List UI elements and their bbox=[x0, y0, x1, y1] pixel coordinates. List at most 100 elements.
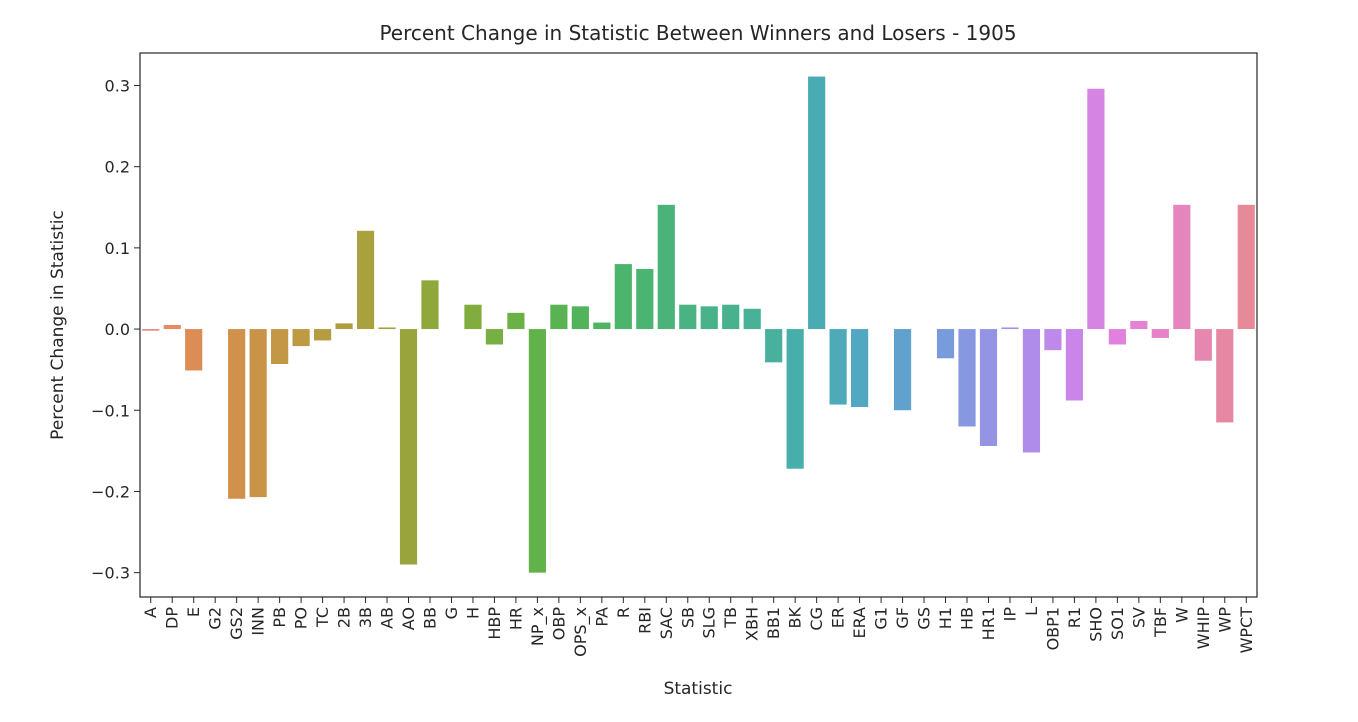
bar-era bbox=[851, 329, 869, 408]
bar-hr bbox=[507, 312, 525, 330]
x-tick-label: TC bbox=[313, 607, 332, 628]
x-tick-label: AO bbox=[399, 607, 418, 630]
bar-np_x bbox=[528, 329, 546, 573]
y-tick-label: 0.0 bbox=[105, 320, 130, 339]
x-tick-label: PO bbox=[292, 607, 311, 629]
x-tick-label: PB bbox=[270, 607, 289, 628]
bar-so1 bbox=[1108, 329, 1126, 345]
x-tick-label: INN bbox=[249, 607, 268, 636]
bar-2b bbox=[335, 323, 353, 330]
y-tick-label: −0.1 bbox=[91, 401, 130, 420]
x-tick-label: ER bbox=[829, 607, 848, 628]
x-tick-label: BB1 bbox=[764, 607, 783, 639]
x-tick-label: H1 bbox=[936, 607, 955, 629]
x-tick-label: OBP1 bbox=[1043, 607, 1062, 650]
bar-hr1 bbox=[979, 329, 998, 446]
y-tick-label: −0.3 bbox=[91, 564, 130, 583]
y-tick-label: 0.2 bbox=[105, 158, 130, 177]
x-tick-label: CG bbox=[807, 607, 826, 631]
x-tick-label: OPS_x bbox=[571, 607, 591, 657]
bar-ip bbox=[1001, 327, 1019, 330]
x-tick-label: R bbox=[614, 607, 633, 618]
x-tick-label: R1 bbox=[1065, 607, 1084, 628]
y-tick-label: −0.2 bbox=[91, 482, 130, 501]
plot-frame bbox=[139, 52, 1258, 598]
chart-title: Percent Change in Statistic Between Winn… bbox=[379, 21, 1016, 45]
bar-whip bbox=[1194, 329, 1212, 361]
x-tick-label: SHO bbox=[1086, 607, 1105, 642]
bar-rbi bbox=[636, 268, 654, 330]
bar-gs2 bbox=[228, 329, 246, 499]
x-tick-label: IP bbox=[1000, 607, 1019, 622]
bar-r1 bbox=[1065, 329, 1083, 401]
x-tick-label: G2 bbox=[206, 607, 225, 630]
x-tick-label: TB bbox=[721, 607, 740, 629]
y-tick-label: 0.3 bbox=[105, 76, 130, 95]
x-tick-label: 2B bbox=[335, 607, 354, 628]
bar-tb bbox=[722, 304, 740, 330]
x-tick-label: WPCT bbox=[1237, 607, 1256, 654]
x-tick-label: GF bbox=[893, 607, 912, 629]
bar-hb bbox=[958, 329, 976, 427]
x-tick-label: E bbox=[184, 607, 203, 617]
bar-ab bbox=[378, 327, 396, 330]
x-tick-label: OBP bbox=[549, 607, 568, 641]
bar-xbh bbox=[743, 308, 761, 330]
bar-hbp bbox=[485, 329, 504, 345]
bar-a bbox=[142, 329, 160, 331]
x-tick-label: W bbox=[1172, 607, 1191, 623]
x-tick-label: HR1 bbox=[979, 607, 998, 640]
x-tick-label: L bbox=[1022, 607, 1041, 616]
bar-3b bbox=[356, 230, 375, 330]
x-tick-label: GS2 bbox=[227, 607, 246, 640]
bar-dp bbox=[163, 325, 181, 330]
bar-h1 bbox=[936, 329, 955, 359]
bar-er bbox=[829, 329, 847, 405]
bar-slg bbox=[700, 306, 718, 330]
y-axis: −0.3 −0.2 −0.1 0.0 0.1 0.2 0.3 bbox=[91, 76, 140, 583]
x-tick-label: G bbox=[442, 607, 461, 619]
x-tick-label: NP_x bbox=[528, 607, 548, 646]
bar-gf bbox=[893, 329, 912, 411]
x-tick-label: H bbox=[463, 607, 482, 619]
x-tick-label: 3B bbox=[356, 607, 375, 628]
bar-bb1 bbox=[765, 329, 783, 363]
bar-pb bbox=[271, 329, 289, 364]
x-tick-label: XBH bbox=[743, 607, 762, 641]
x-tick-label: G1 bbox=[872, 607, 891, 630]
bar-cg bbox=[808, 76, 826, 330]
bar-bb bbox=[421, 280, 439, 330]
bar-sho bbox=[1087, 88, 1105, 330]
x-tick-label: RBI bbox=[635, 607, 654, 634]
x-tick-label: HR bbox=[506, 607, 525, 630]
bar-w bbox=[1173, 204, 1191, 330]
bar-obp bbox=[550, 304, 568, 330]
bars-layer bbox=[142, 76, 1255, 573]
x-tick-label: BK bbox=[786, 606, 805, 628]
bar-l bbox=[1022, 329, 1041, 453]
x-tick-label: SAC bbox=[657, 607, 676, 639]
bar-wp bbox=[1216, 329, 1234, 423]
x-tick-label: AB bbox=[378, 607, 397, 629]
bar-wpct bbox=[1237, 204, 1255, 330]
bar-ao bbox=[399, 329, 418, 565]
bar-tc bbox=[313, 329, 332, 341]
x-tick-label: SB bbox=[678, 607, 697, 628]
x-tick-label: HB bbox=[958, 607, 977, 630]
x-tick-label: BB bbox=[420, 607, 439, 629]
bar-po bbox=[292, 329, 310, 347]
x-axis: A DP E G2 GS2 INN PB PO TC 2B 3B AB AO BB G H HBP HR NP_x O… bbox=[141, 597, 1256, 657]
bar-obp1 bbox=[1044, 329, 1062, 351]
bar-sv bbox=[1130, 320, 1148, 330]
bar-r bbox=[614, 264, 632, 330]
x-tick-label: TBF bbox=[1151, 607, 1170, 638]
x-tick-label: ERA bbox=[850, 607, 869, 639]
x-tick-label: WHIP bbox=[1194, 607, 1213, 650]
y-axis-label: Percent Change in Statistic bbox=[48, 210, 68, 440]
x-tick-label: WP bbox=[1215, 607, 1234, 633]
bar-ops_x bbox=[571, 306, 589, 330]
bar-h bbox=[464, 304, 482, 330]
x-tick-label: HBP bbox=[485, 607, 504, 640]
